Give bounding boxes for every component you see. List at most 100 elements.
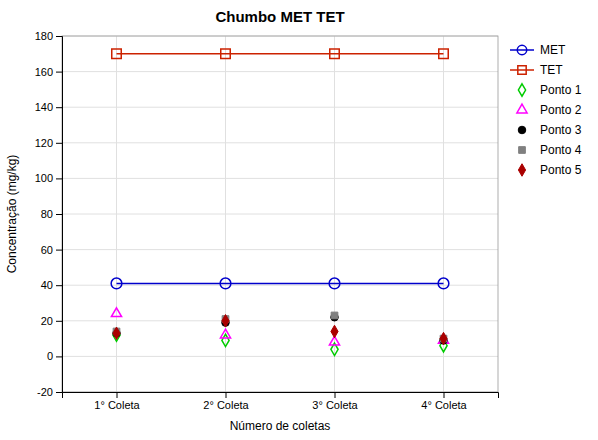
legend-item: Ponto 2 <box>517 103 582 117</box>
series-3 <box>111 308 448 345</box>
x-tick-mark <box>335 392 336 398</box>
legend: MET TET Ponto 1 Ponto 2 Ponto 3 Ponto 4 Ponto … <box>510 43 582 177</box>
y-tick-mark <box>56 178 62 179</box>
point <box>330 49 339 58</box>
y-tick-mark <box>56 250 62 251</box>
series-2 <box>113 329 447 356</box>
x-tick-label: 2° Coleta <box>203 399 249 411</box>
y-tick-label: 60 <box>41 244 53 256</box>
y-tick-label: -20 <box>37 386 53 398</box>
legend-swatch-line <box>510 49 534 51</box>
x-tick: 4° Coleta <box>421 392 467 411</box>
y-tick-label: 20 <box>41 315 53 327</box>
legend-label: Ponto 1 <box>540 83 582 97</box>
legend-item: Ponto 5 <box>518 163 581 177</box>
point <box>329 278 340 289</box>
point <box>440 332 447 344</box>
series-5 <box>113 312 447 342</box>
y-tick: 60 <box>41 244 62 256</box>
point <box>439 49 448 58</box>
point <box>331 325 338 337</box>
y-tick: 180 <box>35 30 62 42</box>
grid-line-y <box>62 142 498 143</box>
point <box>438 278 449 289</box>
point <box>221 49 230 58</box>
legend-item: Ponto 1 <box>518 83 581 97</box>
grid-line-y <box>62 214 498 215</box>
grid <box>62 36 498 392</box>
y-tick: 160 <box>35 66 62 78</box>
y-axis-line <box>56 37 63 393</box>
x-tick-label: 4° Coleta <box>421 399 467 411</box>
point <box>220 278 231 289</box>
y-tick: 140 <box>35 101 62 113</box>
legend-swatch-line <box>510 69 534 71</box>
title: Chumbo MET TET <box>215 8 344 25</box>
point <box>111 278 122 289</box>
legend-swatch <box>518 84 525 96</box>
x-axis-title: Número de coletas <box>230 419 331 433</box>
x-tick: 1° Coleta <box>94 392 140 411</box>
chart-svg: -200204060801001201401601801° Coleta2° C… <box>0 0 598 440</box>
y-tick: 20 <box>41 315 62 327</box>
legend-swatch <box>518 126 526 134</box>
x-axis: 1° Coleta 2° Coleta 3° Coleta 4° Coleta <box>63 392 499 411</box>
x-tick-mark <box>226 392 227 398</box>
legend-label: Ponto 5 <box>540 163 582 177</box>
y-tick: -20 <box>37 386 62 398</box>
x-tick: 3° Coleta <box>312 392 358 411</box>
x-tick: 2° Coleta <box>203 392 249 411</box>
plot-root: -200204060801001201401601801° Coleta2° C… <box>35 30 499 411</box>
legend-label: TET <box>540 63 563 77</box>
grid-line-y <box>62 285 498 286</box>
legend-item: Ponto 4 <box>519 143 582 157</box>
y-tick: 100 <box>35 172 62 184</box>
y-tick: 80 <box>41 208 62 220</box>
grid-line-y <box>62 356 498 357</box>
point <box>222 315 229 327</box>
x-axis-line <box>63 393 499 399</box>
x-tick-label: 1° Coleta <box>94 399 140 411</box>
series-line <box>117 53 444 55</box>
y-tick-mark <box>56 285 62 286</box>
y-tick: 120 <box>35 137 62 149</box>
plot-frame <box>62 36 498 392</box>
x-tick-mark <box>117 392 118 398</box>
grid-line-y <box>62 320 498 321</box>
y-tick-mark <box>56 36 62 37</box>
legend-label: Ponto 4 <box>540 143 582 157</box>
y-tick: 0 <box>47 350 62 362</box>
y-tick-mark <box>56 143 62 144</box>
y-tick-label: 80 <box>41 208 53 220</box>
legend-swatch <box>517 45 526 54</box>
y-tick-label: 100 <box>35 172 53 184</box>
legend-swatch <box>517 104 527 113</box>
y-tick-mark <box>56 214 62 215</box>
chart-container: -200204060801001201401601801° Coleta2° C… <box>0 0 598 440</box>
legend-swatch <box>518 66 526 74</box>
point <box>111 308 121 317</box>
legend-item: Ponto 3 <box>518 123 581 137</box>
y-tick-mark <box>56 392 62 393</box>
point <box>220 329 230 338</box>
legend-swatch <box>519 147 526 154</box>
y-tick-label: 180 <box>35 30 53 42</box>
legend-label: Ponto 2 <box>540 103 582 117</box>
legend-swatch <box>518 164 525 176</box>
y-tick-mark <box>56 321 62 322</box>
point <box>331 312 338 319</box>
y-tick-label: 120 <box>35 137 53 149</box>
y-axis-title: Concentração (mg/kg) <box>5 155 19 274</box>
legend-item: MET <box>510 43 566 57</box>
series-0 <box>111 278 449 289</box>
series-4 <box>113 313 448 344</box>
legend-item: TET <box>510 63 563 77</box>
series-6 <box>113 315 447 345</box>
legend-label: Ponto 3 <box>540 123 582 137</box>
y-axis: -20020406080100120140160180 <box>35 30 63 398</box>
y-tick-mark <box>56 72 62 73</box>
point <box>222 334 229 346</box>
y-tick-mark <box>56 107 62 108</box>
point <box>113 327 120 339</box>
y-tick-label: 160 <box>35 66 53 78</box>
